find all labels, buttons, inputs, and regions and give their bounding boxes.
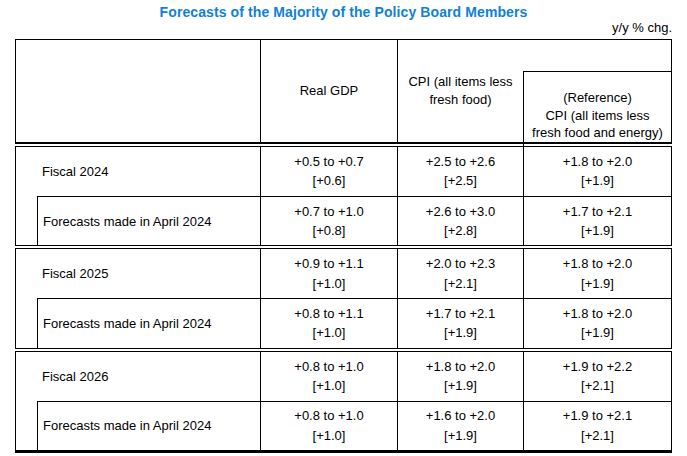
row-label-wrap: Forecasts made in April 2024 (16, 196, 260, 245)
row-fiscal-2025: Fiscal 2025 +0.9 to +1.1 [+1.0] +2.0 to … (16, 249, 671, 298)
cell-real-gdp: +0.8 to +1.0 [+1.0] (260, 352, 397, 401)
cell-cpi: +1.8 to +2.0 [+1.9] (397, 352, 523, 401)
cell-cpi-reference: +1.7 to +2.1 [+1.9] (523, 196, 671, 245)
fiscal-group-2026: Fiscal 2026 +0.8 to +1.0 [+1.0] +1.8 to … (15, 351, 672, 453)
header-cell-real-gdp: Real GDP (260, 40, 397, 142)
row-label: Forecasts made in April 2024 (37, 298, 260, 347)
cell-real-gdp: +0.9 to +1.1 [+1.0] (260, 249, 397, 298)
cell-cpi: +2.0 to +2.3 [+2.1] (397, 249, 523, 298)
header-cell-cpi: CPI (all items less fresh food) (397, 40, 523, 142)
row-forecasts-april-2024: Forecasts made in April 2024 +0.8 to +1.… (16, 401, 671, 450)
row-forecasts-april-2024: Forecasts made in April 2024 +0.8 to +1.… (16, 298, 671, 347)
row-label: Forecasts made in April 2024 (37, 196, 260, 245)
cell-cpi: +2.6 to +3.0 [+2.8] (397, 196, 523, 245)
table-header-row: Real GDP CPI (all items less fresh food)… (15, 39, 672, 144)
row-label: Fiscal 2024 (16, 147, 260, 196)
page: Forecasts of the Majority of the Policy … (0, 0, 687, 456)
unit-note: y/y % chg. (15, 20, 672, 35)
cell-cpi: +1.7 to +2.1 [+1.9] (397, 298, 523, 347)
row-label: Fiscal 2025 (16, 249, 260, 298)
cell-cpi: +1.6 to +2.0 [+1.9] (397, 401, 523, 450)
header-cell-cpi-reference: (Reference) CPI (all items less fresh fo… (523, 71, 671, 160)
row-label: Forecasts made in April 2024 (37, 401, 260, 450)
cell-cpi-reference: +1.8 to +2.0 [+1.9] (523, 249, 671, 298)
row-label-wrap: Forecasts made in April 2024 (16, 401, 260, 450)
cell-cpi: +2.5 to +2.6 [+2.5] (397, 147, 523, 196)
row-forecasts-april-2024: Forecasts made in April 2024 +0.7 to +1.… (16, 196, 671, 245)
cell-real-gdp: +0.5 to +0.7 [+0.6] (260, 147, 397, 196)
cell-cpi-reference: +1.9 to +2.1 [+2.1] (523, 401, 671, 450)
row-label-wrap: Forecasts made in April 2024 (16, 298, 260, 347)
cell-cpi-reference: +1.8 to +2.0 [+1.9] (523, 298, 671, 347)
row-label: Fiscal 2026 (16, 352, 260, 401)
row-fiscal-2026: Fiscal 2026 +0.8 to +1.0 [+1.0] +1.8 to … (16, 352, 671, 401)
cell-cpi-reference: +1.9 to +2.2 [+2.1] (523, 352, 671, 401)
fiscal-group-2025: Fiscal 2025 +0.9 to +1.1 [+1.0] +2.0 to … (15, 248, 672, 348)
cell-real-gdp: +0.8 to +1.0 [+1.0] (260, 401, 397, 450)
cell-real-gdp: +0.7 to +1.0 [+0.8] (260, 196, 397, 245)
forecast-table: Real GDP CPI (all items less fresh food)… (15, 39, 672, 453)
page-title: Forecasts of the Majority of the Policy … (0, 4, 687, 20)
header-cell-reference-wrap: (Reference) CPI (all items less fresh fo… (523, 40, 671, 142)
cell-real-gdp: +0.8 to +1.1 [+1.0] (260, 298, 397, 347)
header-cell-empty (16, 40, 260, 142)
